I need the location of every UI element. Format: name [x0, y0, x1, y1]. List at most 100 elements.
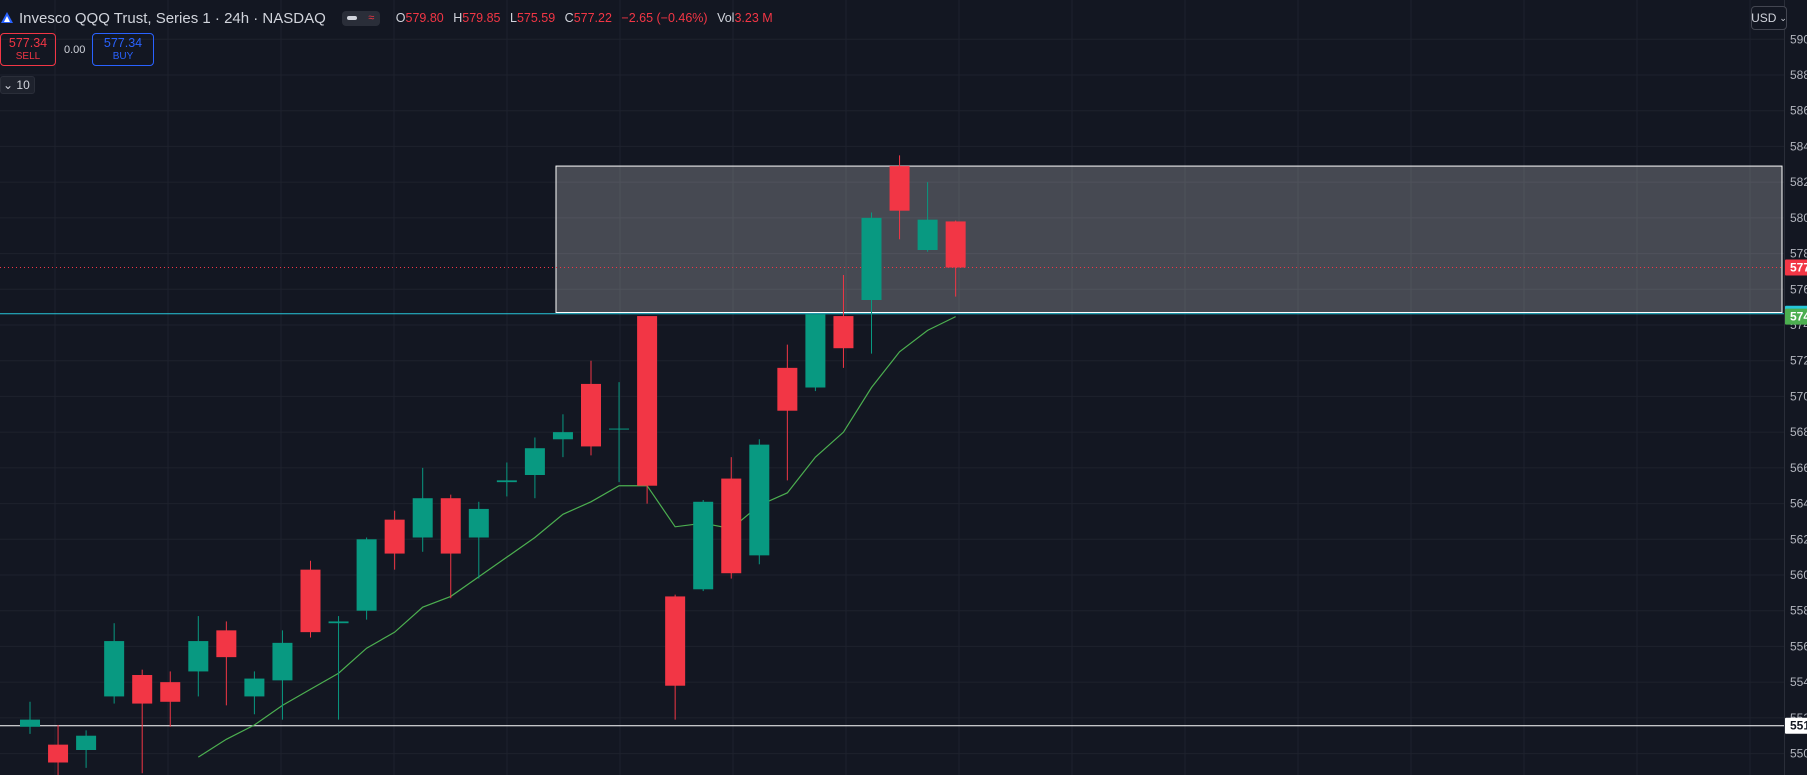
- candle: [749, 439, 770, 565]
- collapse-count: 10: [16, 78, 30, 92]
- candle: [440, 494, 461, 599]
- candle-body: [272, 642, 293, 681]
- price-tick-label: 550.00: [1790, 747, 1807, 761]
- candle-body: [609, 428, 630, 430]
- currency-select[interactable]: USD ⌄: [1751, 6, 1787, 30]
- price-tick-label: 558.00: [1790, 604, 1807, 618]
- candle: [552, 414, 573, 458]
- candle: [48, 725, 69, 775]
- change-value: −2.65 (−0.46%): [621, 11, 708, 25]
- price-tick-label: 572.00: [1790, 354, 1807, 368]
- price-tick-label: 586.00: [1790, 104, 1807, 118]
- sell-price: 577.34: [8, 36, 48, 50]
- candle-body: [945, 221, 966, 268]
- currency-label: USD: [1751, 11, 1777, 25]
- candle-body: [777, 367, 798, 411]
- last-price-badge: 577.22: [1790, 261, 1807, 275]
- ma-value-badge: 574.47: [1790, 310, 1807, 324]
- candle: [805, 314, 826, 392]
- candle-body: [356, 539, 377, 611]
- spread-value: 0.00: [64, 44, 86, 56]
- chevron-down-icon: ⌄: [1779, 12, 1787, 23]
- indicator-collapse-toggle[interactable]: ⌄ 10: [0, 76, 35, 94]
- price-tick-label: 554.00: [1790, 675, 1807, 689]
- candle: [160, 671, 181, 727]
- price-tick-label: 580.00: [1790, 211, 1807, 225]
- price-tick-label: 582.00: [1790, 175, 1807, 189]
- buy-button[interactable]: 577.34 BUY: [92, 33, 154, 66]
- candle-body: [833, 316, 854, 349]
- symbol-title[interactable]: Invesco QQQ Trust, Series 1 · 24h · NASD…: [19, 9, 326, 27]
- candle-body: [581, 383, 601, 447]
- price-tick-label: 556.00: [1790, 639, 1807, 653]
- candle-body: [20, 719, 40, 727]
- candle: [104, 623, 125, 704]
- chevron-down-icon: ⌄: [3, 78, 14, 92]
- ohlc-readout: O579.80 H579.85 L575.59 C577.22 −2.65 (−…: [395, 11, 773, 25]
- candle: [328, 616, 349, 720]
- candle-body: [384, 519, 405, 554]
- candle: [384, 510, 405, 570]
- candle: [468, 501, 489, 579]
- close-value: 577.22: [573, 11, 612, 25]
- candle-body: [300, 569, 321, 633]
- candle: [721, 457, 742, 579]
- candle-body: [104, 641, 125, 697]
- candle: [777, 344, 798, 481]
- candle-body: [637, 316, 658, 486]
- candle: [693, 500, 714, 592]
- candle: [132, 669, 153, 774]
- symbol-header: Invesco QQQ Trust, Series 1 · 24h · NASD…: [0, 8, 779, 28]
- candle: [20, 701, 40, 734]
- price-tick-label: 590.00: [1790, 32, 1807, 46]
- candle-body: [244, 678, 265, 697]
- candle: [861, 212, 882, 354]
- sell-button[interactable]: 577.34 SELL: [0, 33, 56, 66]
- candle-body: [440, 498, 461, 554]
- candle-body: [749, 444, 770, 556]
- candle-body: [132, 675, 153, 704]
- candle-body: [917, 219, 938, 250]
- candle: [188, 616, 209, 697]
- buy-label: BUY: [112, 51, 134, 62]
- price-tick-label: 568.00: [1790, 425, 1807, 439]
- price-tick-label: 576.00: [1790, 282, 1807, 296]
- candle: [609, 382, 630, 483]
- candle-body: [721, 478, 742, 574]
- candle-body: [188, 641, 209, 672]
- candle-body: [805, 314, 826, 388]
- price-tick-label: 588.00: [1790, 68, 1807, 82]
- candle-body: [889, 166, 910, 211]
- resistance-zone: [555, 165, 1783, 313]
- ma-value-badge-background: [1785, 308, 1807, 325]
- candle-body: [328, 621, 349, 624]
- candle: [637, 316, 658, 504]
- volume-value: 3.23 M: [734, 11, 773, 25]
- candle-body: [160, 682, 181, 702]
- wave-icon: ≈: [368, 11, 375, 24]
- candle-body: [693, 501, 714, 590]
- candle: [356, 537, 377, 620]
- candle: [300, 560, 321, 638]
- low-value: 575.59: [516, 11, 556, 25]
- price-axis-background: [1785, 0, 1807, 775]
- candle: [76, 730, 97, 768]
- candle: [244, 671, 265, 715]
- price-tick-label: 570.00: [1790, 389, 1807, 403]
- candle-body: [524, 448, 545, 475]
- high-value: 579.85: [462, 11, 501, 25]
- dash-icon: [347, 16, 358, 20]
- indicator-toggle-pill[interactable]: ≈: [341, 10, 380, 26]
- candle: [272, 630, 293, 720]
- white-level-badge-background: [1785, 717, 1807, 734]
- candle-body: [468, 508, 489, 538]
- candle-body: [552, 432, 573, 440]
- candle-body: [665, 596, 686, 686]
- candle: [833, 275, 854, 368]
- candle: [945, 220, 966, 297]
- candle-body: [412, 498, 433, 538]
- price-tick-label: 560.00: [1790, 568, 1807, 582]
- candle-body: [48, 744, 69, 763]
- candle: [581, 360, 601, 456]
